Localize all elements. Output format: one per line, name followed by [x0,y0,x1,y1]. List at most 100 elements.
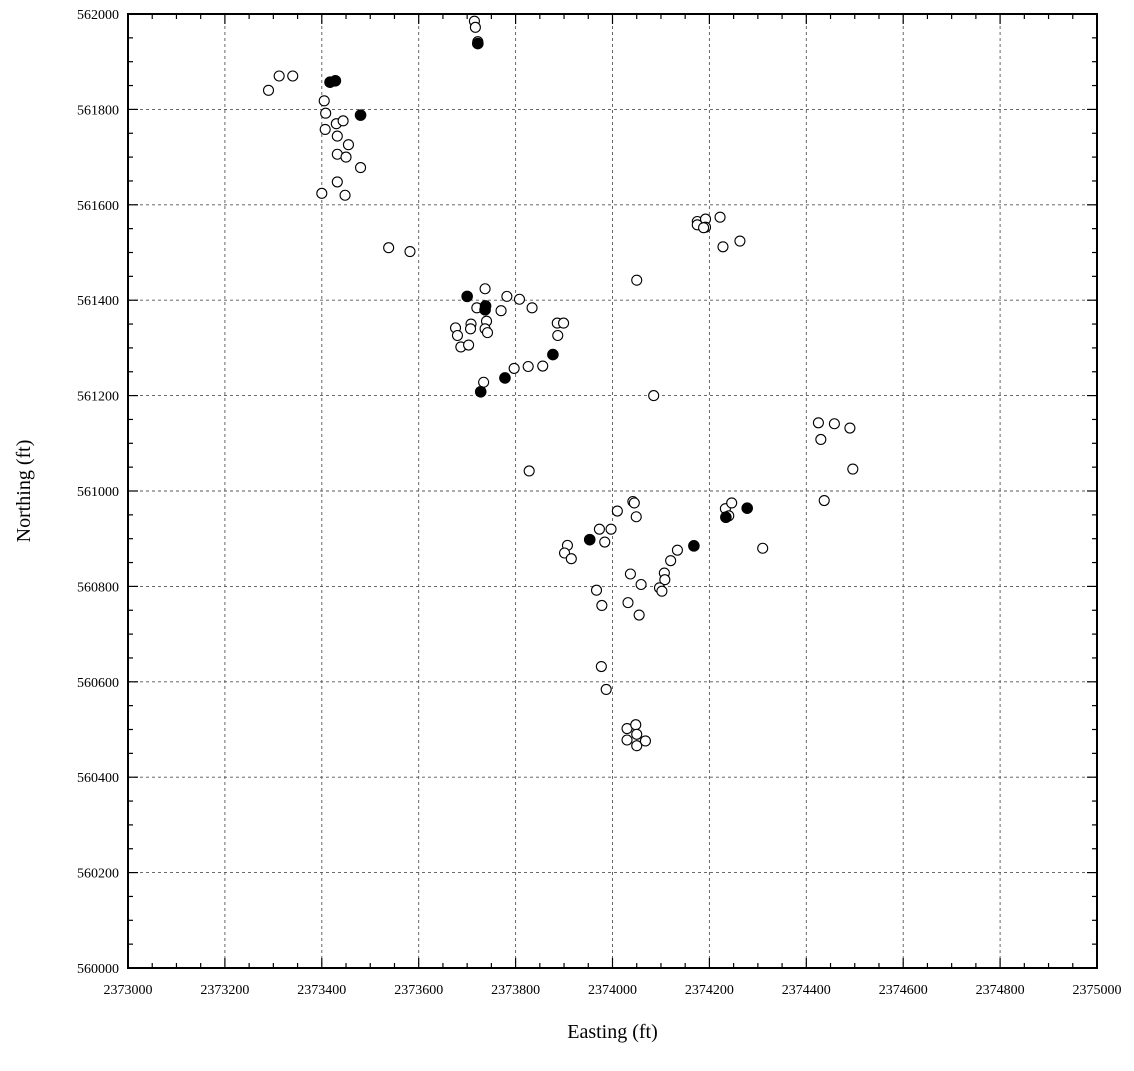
open-data-point [523,465,535,477]
open-data-point [355,162,367,174]
open-data-point [478,376,490,388]
open-data-point [479,283,491,295]
open-data-point [621,734,633,746]
filled-data-point [329,74,342,87]
open-data-point [319,123,331,135]
open-data-point [558,317,570,329]
open-data-point [337,115,349,127]
y-tick-label: 560000 [77,962,119,977]
open-data-point [726,497,738,509]
open-data-point [316,187,328,199]
plot-frame [127,13,1098,969]
open-data-point [624,568,636,580]
open-data-point [595,660,607,673]
y-tick-label: 560200 [77,867,119,882]
open-data-point [648,390,660,402]
open-data-point [631,728,643,740]
y-tick-label: 560400 [77,771,119,786]
y-tick-label: 561600 [77,199,119,214]
open-data-point [593,523,605,535]
filled-data-point [354,109,367,121]
y-axis-label: Northing (ft) [13,440,35,543]
open-data-point [340,151,352,163]
open-data-point [656,585,668,597]
open-data-point [611,505,623,517]
filled-data-point [499,372,511,384]
open-data-point [818,494,830,507]
y-tick-label: 561000 [77,485,119,500]
filled-data-point [688,540,700,552]
open-data-point [630,511,642,523]
open-data-point [635,578,647,591]
x-tick-label: 2374600 [879,983,928,998]
x-tick-label: 2374200 [685,983,734,998]
x-tick-label: 2373000 [104,983,153,998]
open-data-point [590,584,603,596]
open-data-point [844,422,856,434]
open-data-point [622,597,634,609]
x-tick-label: 2373800 [491,983,540,998]
open-data-point [526,302,538,314]
x-tick-label: 2373400 [297,983,346,998]
open-data-point [383,242,395,254]
open-data-point [273,70,285,82]
open-data-point [734,235,746,247]
open-data-point [812,417,824,429]
open-data-point [287,70,299,82]
open-data-point [508,362,520,374]
y-tick-label: 560800 [77,580,119,595]
x-tick-labels: 2373000 2373200 2373400 2373600 2373800 23740… [104,983,1122,998]
filled-data-point [479,303,491,316]
filled-data-point [547,348,559,361]
open-data-point [331,176,343,188]
open-data-point [331,130,343,142]
x-tick-label: 2374400 [782,983,831,998]
filled-data-point [741,502,753,514]
open-data-point [495,305,507,317]
open-data-point [342,139,354,151]
y-tick-label: 561200 [77,390,119,405]
filled-data-point [720,511,732,524]
data-points [262,15,859,752]
open-data-point [828,418,840,430]
y-tick-labels: 560000 560200 560400 560600 560800 561000 5612… [77,8,119,977]
open-data-point [815,433,827,446]
filled-data-point [472,37,484,50]
open-data-point [633,609,645,621]
open-data-point [757,542,769,554]
open-data-point [481,327,494,339]
open-data-point [717,241,729,253]
x-tick-label: 2374800 [976,983,1025,998]
x-tick-label: 2374000 [588,983,637,998]
filled-data-point [461,290,473,303]
open-data-point [639,735,651,747]
open-data-point [599,536,611,548]
open-data-point [463,339,475,351]
open-data-point [600,683,612,695]
x-tick-label: 2373200 [200,983,249,998]
open-data-point [320,107,332,119]
open-data-point [464,323,477,335]
open-data-point [605,523,617,535]
open-data-point [451,329,464,342]
open-data-point [404,245,416,258]
open-data-point [339,189,351,201]
open-data-point [698,222,710,234]
open-data-point [714,211,726,223]
open-data-point [659,574,671,586]
open-data-point [631,740,643,752]
open-data-point [552,329,564,342]
x-tick-label: 2375000 [1073,983,1122,998]
open-data-point [630,719,642,731]
open-data-point [262,84,275,96]
open-data-point [469,21,481,33]
open-data-point [596,599,608,612]
open-data-point [628,497,640,509]
open-data-point [671,544,683,556]
filled-data-point [583,533,596,546]
open-data-point [537,360,549,372]
grid-lines [128,14,1097,968]
x-tick-label: 2373600 [394,983,443,998]
